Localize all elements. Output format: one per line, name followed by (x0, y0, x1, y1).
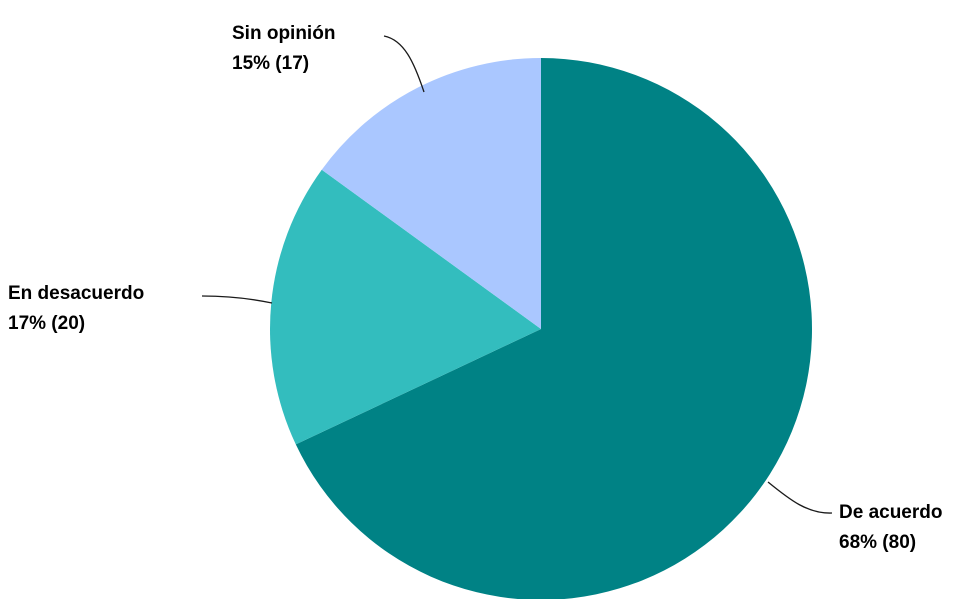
pie-slice-en-desacuerdo (269, 169, 541, 445)
slice-label-sin-opinion: Sin opinión (232, 23, 335, 44)
pie-slices (269, 58, 812, 599)
pie-slice-de-acuerdo (295, 58, 812, 599)
leader-line-en-desacuerdo (201, 295, 273, 304)
slice-value-en-desacuerdo: 17% (20) (8, 313, 85, 334)
pie-slice-sin-opinion (321, 58, 541, 329)
leader-lines (201, 35, 833, 514)
slice-labels: De acuerdo 68% (80) En desacuerdo 17% (2… (8, 23, 942, 553)
leader-line-de-acuerdo (767, 481, 833, 514)
leader-line-sin-opinion (383, 35, 425, 93)
slice-label-de-acuerdo: De acuerdo (839, 502, 942, 523)
slice-value-sin-opinion: 15% (17) (232, 53, 309, 74)
slice-value-de-acuerdo: 68% (80) (839, 532, 916, 553)
slice-label-en-desacuerdo: En desacuerdo (8, 283, 144, 304)
